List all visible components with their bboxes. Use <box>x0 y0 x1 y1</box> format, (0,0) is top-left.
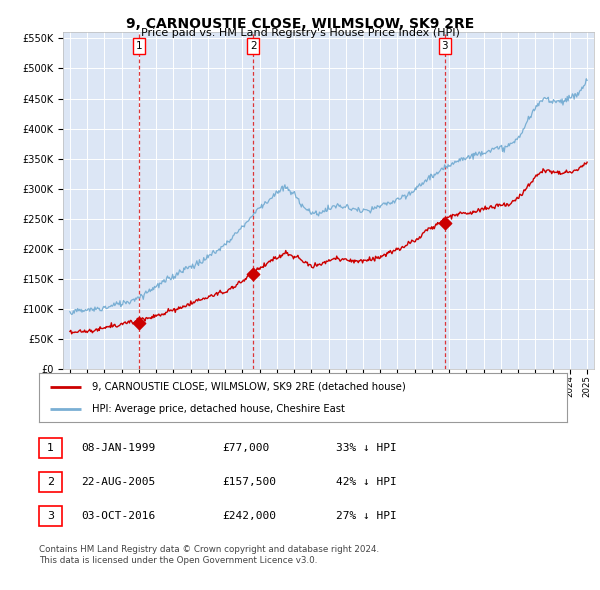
Text: £242,000: £242,000 <box>222 511 276 520</box>
Text: 3: 3 <box>442 41 448 51</box>
Text: £77,000: £77,000 <box>222 444 269 453</box>
Text: HPI: Average price, detached house, Cheshire East: HPI: Average price, detached house, Ches… <box>92 404 344 414</box>
Text: 42% ↓ HPI: 42% ↓ HPI <box>336 477 397 487</box>
Point <box>440 219 449 228</box>
Point <box>248 270 258 279</box>
Text: £157,500: £157,500 <box>222 477 276 487</box>
Text: 2: 2 <box>47 477 54 487</box>
Text: Price paid vs. HM Land Registry's House Price Index (HPI): Price paid vs. HM Land Registry's House … <box>140 28 460 38</box>
Text: 03-OCT-2016: 03-OCT-2016 <box>81 511 155 520</box>
Text: 2: 2 <box>250 41 257 51</box>
Text: 33% ↓ HPI: 33% ↓ HPI <box>336 444 397 453</box>
Point <box>134 318 144 327</box>
Text: 08-JAN-1999: 08-JAN-1999 <box>81 444 155 453</box>
Text: 22-AUG-2005: 22-AUG-2005 <box>81 477 155 487</box>
Text: 3: 3 <box>47 511 54 520</box>
Text: 1: 1 <box>47 444 54 453</box>
Text: 1: 1 <box>136 41 143 51</box>
Text: 9, CARNOUSTIE CLOSE, WILMSLOW, SK9 2RE: 9, CARNOUSTIE CLOSE, WILMSLOW, SK9 2RE <box>126 17 474 31</box>
Text: 27% ↓ HPI: 27% ↓ HPI <box>336 511 397 520</box>
Text: 9, CARNOUSTIE CLOSE, WILMSLOW, SK9 2RE (detached house): 9, CARNOUSTIE CLOSE, WILMSLOW, SK9 2RE (… <box>92 382 406 392</box>
Text: Contains HM Land Registry data © Crown copyright and database right 2024.
This d: Contains HM Land Registry data © Crown c… <box>39 545 379 565</box>
